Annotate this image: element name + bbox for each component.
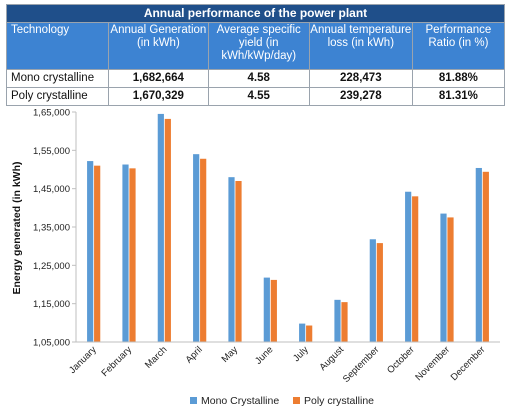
- bar-poly-november: [447, 217, 454, 342]
- cell-annual-generation: 1,670,329: [108, 87, 209, 106]
- bar-mono-january: [87, 161, 94, 342]
- y-tick-label: 1,15,000: [33, 299, 70, 310]
- legend-label: Poly crystalline: [304, 395, 374, 407]
- bar-mono-july: [299, 323, 306, 342]
- header-specific-yield: Average specific yield (in kWh/kWp/day): [207, 22, 310, 70]
- x-tick-label: October: [385, 344, 417, 376]
- x-tick-label: July: [291, 344, 311, 364]
- x-tick-label: November: [413, 344, 452, 383]
- bar-mono-december: [475, 167, 482, 342]
- bar-mono-september: [369, 239, 376, 342]
- bar-mono-november: [440, 213, 447, 342]
- bar-poly-may: [235, 181, 242, 342]
- bar-mono-june: [263, 277, 270, 342]
- bar-poly-september: [376, 243, 383, 342]
- bars: [87, 113, 489, 343]
- cell-annual-generation: 1,682,664: [108, 69, 209, 88]
- cell-specific-yield: 4.58: [207, 69, 310, 88]
- header-annual-generation: Annual Generation (in kWh): [108, 22, 209, 70]
- x-tick-label: February: [99, 344, 134, 379]
- table-title: Annual performance of the power plant: [6, 4, 505, 23]
- x-tick-label: December: [449, 344, 488, 383]
- cell-temperature-loss: 239,278: [308, 87, 413, 106]
- bar-mono-april: [193, 154, 200, 342]
- cell-performance-ratio: 81.88%: [411, 69, 506, 88]
- bar-mono-march: [157, 113, 164, 343]
- legend-label: Mono Crystalline: [201, 395, 279, 407]
- bar-poly-august: [341, 302, 348, 342]
- cell-performance-ratio: 81.31%: [411, 87, 506, 106]
- x-tick-label: January: [67, 344, 99, 376]
- x-tick-label: August: [317, 344, 346, 373]
- y-tick-label: 1,55,000: [33, 146, 70, 157]
- cell-temperature-loss: 228,473: [308, 69, 413, 88]
- bar-mono-february: [122, 164, 129, 342]
- x-tick-label: May: [220, 344, 241, 365]
- table-row: Poly crystalline 1,670,329 4.55 239,278 …: [5, 87, 506, 106]
- y-axis-title: Energy generated (in kWh): [11, 161, 23, 294]
- bar-poly-october: [412, 196, 419, 342]
- bar-poly-december: [482, 171, 489, 342]
- bar-mono-august: [334, 299, 341, 342]
- x-tick-label: April: [184, 344, 205, 365]
- bar-poly-july: [306, 325, 313, 342]
- x-tick-label: March: [143, 344, 169, 370]
- performance-table: Annual performance of the power plant Te…: [5, 4, 506, 106]
- x-tick-label: September: [341, 344, 382, 385]
- legend: Mono Crystalline Poly crystalline: [190, 395, 374, 407]
- y-axis: 1,05,000 1,15,000 1,25,000 1,35,000 1,45,000…: [33, 108, 77, 349]
- bar-poly-february: [129, 168, 136, 342]
- table-row: Mono crystalline 1,682,664 4.58 228,473 …: [5, 69, 506, 88]
- x-axis: January February March April May June July Augu…: [67, 341, 500, 385]
- y-tick-label: 1,25,000: [33, 261, 70, 272]
- header-performance-ratio: Performance Ratio (in %): [411, 22, 506, 70]
- y-tick-label: 1,35,000: [33, 223, 70, 234]
- header-temperature-loss: Annual temperature loss (in kWh): [308, 22, 413, 70]
- bar-mono-may: [228, 177, 235, 342]
- performance-table-container: Annual performance of the power plant Te…: [5, 4, 506, 106]
- y-tick-label: 1,05,000: [33, 338, 70, 349]
- y-tick-label: 1,45,000: [33, 184, 70, 195]
- cell-technology: Poly crystalline: [5, 87, 110, 106]
- legend-swatch: [293, 397, 300, 404]
- bar-poly-january: [94, 165, 101, 342]
- y-tick-label: 1,65,000: [33, 108, 70, 119]
- cell-technology: Mono crystalline: [5, 69, 110, 88]
- cell-specific-yield: 4.55: [207, 87, 310, 106]
- bar-mono-october: [405, 191, 412, 342]
- bar-poly-march: [164, 118, 171, 343]
- monthly-energy-bar-chart: 1,05,000 1,15,000 1,25,000 1,35,000 1,45,000…: [11, 108, 500, 407]
- bar-poly-april: [200, 158, 207, 342]
- header-technology: Technology: [5, 22, 110, 70]
- x-tick-label: June: [253, 344, 275, 366]
- bar-poly-june: [270, 279, 277, 342]
- legend-swatch: [190, 397, 197, 404]
